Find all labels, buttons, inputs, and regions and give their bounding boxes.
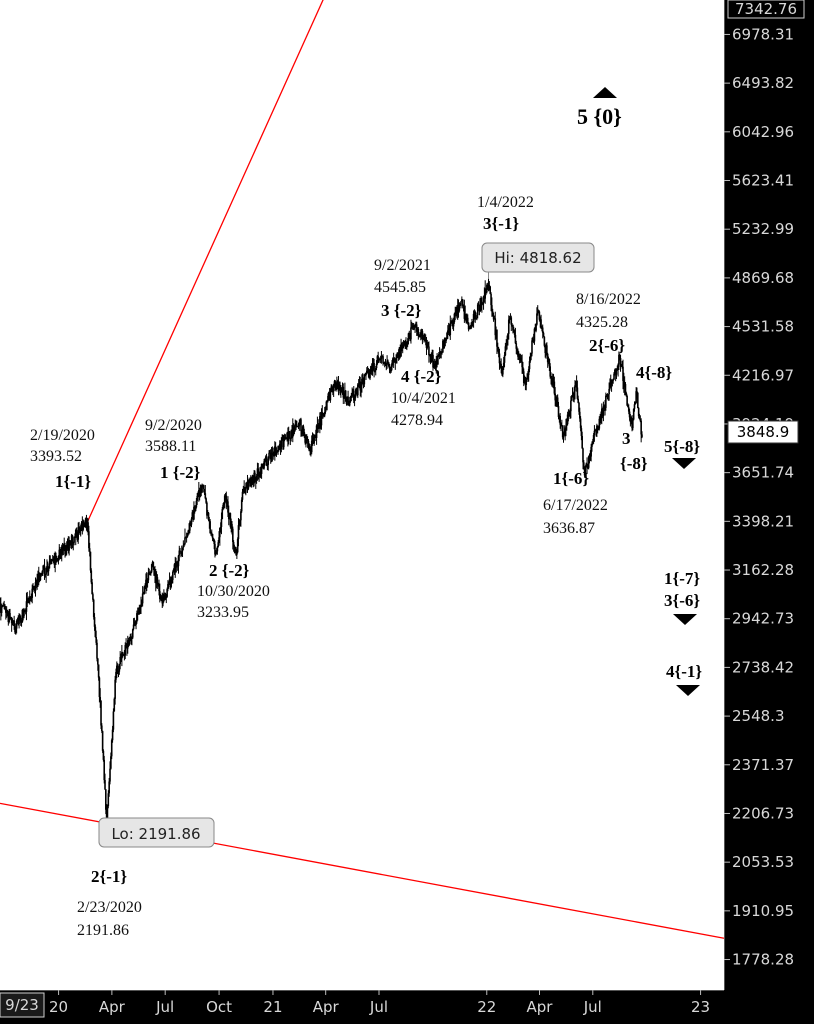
wave-label: 2{-1} xyxy=(91,867,127,886)
price-candle xyxy=(345,390,347,402)
wave-label: 3{-6} xyxy=(664,591,700,610)
price-tick-label: 6042.96 xyxy=(732,123,794,141)
high-callout-label: Hi: 4818.62 xyxy=(494,249,581,267)
low-callout[interactable]: Lo: 2191.86 xyxy=(99,818,214,847)
price-tick-label: 5623.41 xyxy=(732,172,794,190)
date-tick-label: 23 xyxy=(691,998,710,1016)
annotation-value: 4325.28 xyxy=(576,314,628,331)
last-price-label: 3848.9 xyxy=(737,423,790,441)
wave-label: 1{-7} xyxy=(664,569,700,588)
price-tick-label: 2942.73 xyxy=(732,610,794,628)
price-candle xyxy=(637,392,639,408)
price-tick-label: 3162.28 xyxy=(732,561,794,579)
price-tick-label: 4216.97 xyxy=(732,366,794,384)
last-price-marker: 3848.9 xyxy=(728,421,798,443)
wave-label: 1{-1} xyxy=(55,472,91,491)
price-tick-label: 6493.82 xyxy=(732,74,794,92)
wave-label: 5{-8} xyxy=(664,437,700,456)
annotation-value: 3636.87 xyxy=(543,520,595,537)
low-callout-label: Lo: 2191.86 xyxy=(111,825,200,843)
date-tick-label: Jul xyxy=(583,998,602,1016)
price-tick-label: 1910.95 xyxy=(732,902,794,920)
annotation-value: 3393.52 xyxy=(30,448,82,465)
wave-label: 1{-6} xyxy=(553,469,589,488)
wave-label: 2 {-2} xyxy=(209,561,250,580)
wave-label: 5 {0} xyxy=(577,104,622,129)
wave-label: {-8} xyxy=(620,454,648,473)
price-tick-label: 3398.21 xyxy=(732,512,794,530)
annotation-date: 6/17/2022 xyxy=(543,497,608,514)
price-candle xyxy=(113,708,115,732)
price-tick-label: 2371.37 xyxy=(732,756,794,774)
annotation-date: 10/4/2021 xyxy=(391,390,456,407)
annotation-date: 8/16/2022 xyxy=(576,291,641,308)
price-tick-label: 4869.68 xyxy=(732,269,794,287)
annotation-date: 2/23/2020 xyxy=(77,899,142,916)
date-tick-label: Jul xyxy=(369,998,388,1016)
annotation-date: 9/2/2021 xyxy=(374,257,431,274)
date-tick-label: Oct xyxy=(206,998,232,1016)
date-tick-label: Apr xyxy=(99,998,126,1016)
date-tick-label: 22 xyxy=(477,998,496,1016)
wave-label: 2{-6} xyxy=(589,336,625,355)
price-tick-label: 5232.99 xyxy=(732,220,794,238)
price-tick-label: 2206.73 xyxy=(732,804,794,822)
annotation-date: 9/2/2020 xyxy=(145,417,202,434)
price-tick-label: 6978.31 xyxy=(732,25,794,43)
wave-label: 3 xyxy=(622,429,631,448)
annotation-date: 1/4/2022 xyxy=(477,194,534,211)
date-tick-label: Apr xyxy=(313,998,340,1016)
price-tick-label: 2738.42 xyxy=(732,658,794,676)
high-callout[interactable]: Hi: 4818.62 xyxy=(482,243,594,272)
wave-label: 3{-1} xyxy=(483,214,519,233)
date-tick-label: 20 xyxy=(49,998,68,1016)
price-tick-label: 1778.28 xyxy=(732,951,794,969)
wave-label: 3 {-2} xyxy=(381,301,422,320)
top-price-label: 7342.76 xyxy=(735,0,797,18)
annotation-value: 3233.95 xyxy=(197,604,249,621)
annotation-value: 3588.11 xyxy=(145,438,196,455)
wave-label: 1 {-2} xyxy=(160,463,201,482)
price-tick-label: 2053.53 xyxy=(732,853,794,871)
date-tick-label: 21 xyxy=(263,998,282,1016)
date-tick-label: Jul xyxy=(155,998,174,1016)
price-tick-label: 3651.74 xyxy=(732,464,794,482)
wave-label: 4 {-2} xyxy=(401,367,442,386)
price-candle xyxy=(289,431,291,438)
annotation-date: 2/19/2020 xyxy=(30,427,95,444)
wave-label: 4{-1} xyxy=(666,662,702,681)
price-candle xyxy=(209,519,211,533)
date-tick-label: Apr xyxy=(527,998,554,1016)
annotation-value: 4545.85 xyxy=(374,279,426,296)
annotation-value: 4278.94 xyxy=(391,412,443,429)
price-tick-label: 2548.3 xyxy=(732,707,785,725)
annotation-value: 2191.86 xyxy=(77,922,129,939)
price-tick-label: 4531.58 xyxy=(732,318,794,336)
start-date-label: 9/23 xyxy=(5,996,39,1014)
annotation-date: 10/30/2020 xyxy=(197,583,270,600)
wave-label: 4{-8} xyxy=(636,363,672,382)
